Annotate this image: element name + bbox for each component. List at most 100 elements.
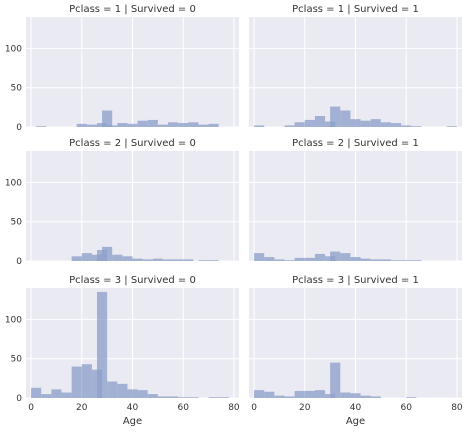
y-tick-label: 50 xyxy=(11,355,23,365)
histogram-bar xyxy=(168,122,179,127)
histogram-bar xyxy=(411,126,422,127)
histogram-bar xyxy=(264,391,275,398)
histogram-bar xyxy=(254,253,265,261)
histogram-bar xyxy=(127,389,138,398)
facet-panel-6: Pclass = 3 | Survived = 1 0 20 40 60 80 Age xyxy=(249,275,463,427)
y-tick-label: 0 xyxy=(16,257,22,267)
facet-panel-2: Pclass = 1 | Survived = 1 xyxy=(249,4,462,128)
histogram-bar xyxy=(294,257,305,261)
x-tick-label: 60 xyxy=(177,403,189,413)
x-tick-label: 20 xyxy=(299,403,311,413)
histogram-bar xyxy=(401,260,412,261)
histogram-bar xyxy=(81,253,92,261)
histogram-bar xyxy=(41,394,52,398)
histogram-bar xyxy=(340,253,351,261)
x-axis-label: Age xyxy=(346,416,365,427)
histogram-bar xyxy=(314,390,326,398)
histogram-bar xyxy=(76,123,87,127)
histogram-bar xyxy=(330,251,341,261)
histogram-bar xyxy=(137,120,148,127)
x-tick-label: 20 xyxy=(76,403,88,413)
histogram-bar xyxy=(102,110,113,127)
y-tick-label: 50 xyxy=(11,218,23,228)
histogram-bar xyxy=(86,124,97,127)
histogram-bar xyxy=(254,125,265,127)
histogram-bar xyxy=(97,291,108,398)
histogram-bar xyxy=(122,256,133,261)
histogram-bar xyxy=(350,119,361,127)
histogram-bar xyxy=(406,397,417,398)
histogram-bar xyxy=(391,260,402,261)
histogram-bar xyxy=(61,392,72,398)
facet-panel-5: Pclass = 3 | Survived = 0 0 50 100 0 20 40 60 80… xyxy=(5,275,240,427)
histogram-bar xyxy=(152,258,163,261)
histogram-bar xyxy=(294,122,305,127)
facet-panel-3: Pclass = 2 | Survived = 0 0 50 100 xyxy=(5,138,239,267)
histogram-bar xyxy=(284,396,295,398)
histogram-bar xyxy=(157,124,168,127)
x-tick-label: 0 xyxy=(28,403,34,413)
x-tick-label: 40 xyxy=(350,403,362,413)
y-tick-label: 0 xyxy=(16,123,22,133)
histogram-bar xyxy=(314,116,326,127)
histogram-bar xyxy=(117,123,128,127)
histogram-bar xyxy=(188,397,199,398)
histogram-bar xyxy=(31,387,42,398)
histogram-bar xyxy=(188,122,199,127)
histogram-bar xyxy=(117,383,128,398)
histogram-bar xyxy=(157,396,168,398)
histogram-bar xyxy=(446,126,457,127)
histogram-bar xyxy=(107,381,118,398)
histogram-bar xyxy=(162,259,174,261)
x-tick-label: 60 xyxy=(400,403,412,413)
histogram-bar xyxy=(81,364,92,398)
histogram-bar xyxy=(350,257,361,261)
histogram-bar xyxy=(380,259,391,261)
histogram-bar xyxy=(370,119,381,127)
histogram-bar xyxy=(340,392,351,398)
panel-title: Pclass = 2 | Survived = 1 xyxy=(292,138,419,149)
histogram-bar xyxy=(112,254,123,261)
x-axis-label: Age xyxy=(123,416,142,427)
histogram-bar xyxy=(36,126,47,127)
y-tick-label: 100 xyxy=(5,315,22,325)
histogram-bar xyxy=(173,259,184,261)
panel-title: Pclass = 1 | Survived = 0 xyxy=(69,4,196,15)
histogram-bar xyxy=(183,259,194,261)
histogram-bar xyxy=(304,119,315,127)
histogram-bar xyxy=(370,259,381,261)
y-tick-label: 100 xyxy=(5,44,22,54)
histogram-bar xyxy=(198,260,209,261)
histogram-bar xyxy=(370,396,381,398)
histogram-bar xyxy=(360,258,371,261)
histogram-bar xyxy=(330,362,341,398)
histogram-bar xyxy=(391,123,402,127)
histogram-bar xyxy=(350,393,361,398)
histogram-bar xyxy=(127,123,138,127)
histogram-bar xyxy=(218,397,229,398)
y-tick-label: 50 xyxy=(11,84,23,94)
histogram-bar xyxy=(198,124,209,127)
x-tick-label: 0 xyxy=(251,403,257,413)
histogram-bar xyxy=(208,260,219,261)
histogram-bar xyxy=(284,260,295,261)
histogram-bar xyxy=(380,122,391,127)
x-tick-label: 40 xyxy=(127,403,139,413)
panel-title: Pclass = 1 | Survived = 1 xyxy=(292,4,419,15)
facet-panel-1: Pclass = 1 | Survived = 0 0 50 100 xyxy=(5,4,239,133)
histogram-bar xyxy=(178,123,189,127)
histogram-bar xyxy=(330,106,341,127)
histogram-bar xyxy=(411,260,422,261)
histogram-bar xyxy=(254,390,265,398)
y-tick-label: 100 xyxy=(5,178,22,188)
histogram-bar xyxy=(314,253,326,261)
histogram-bar xyxy=(360,395,371,398)
histogram-bar xyxy=(168,396,179,398)
histogram-bar xyxy=(71,366,82,398)
histogram-bar xyxy=(294,390,305,398)
panel-title: Pclass = 3 | Survived = 0 xyxy=(69,275,196,286)
histogram-bar xyxy=(147,394,158,398)
histogram-bar xyxy=(142,259,153,261)
histogram-bar xyxy=(178,397,189,398)
histogram-bar xyxy=(132,258,143,261)
